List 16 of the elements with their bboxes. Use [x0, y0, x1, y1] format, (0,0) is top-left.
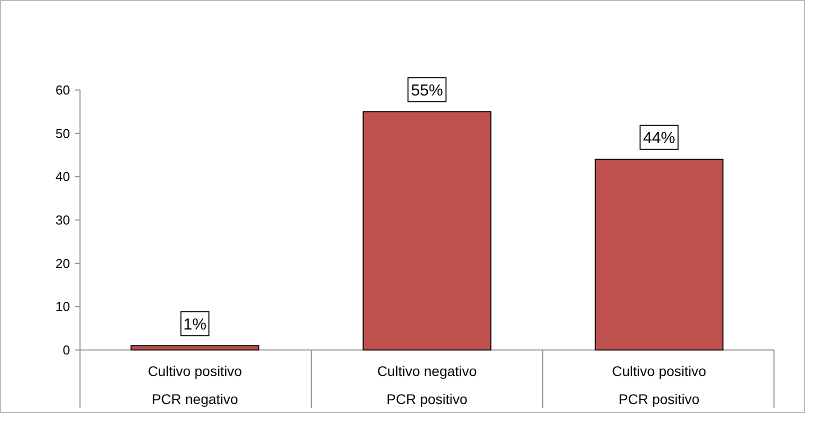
data-label: 44%: [643, 130, 676, 147]
y-tick-label: 10: [56, 299, 70, 314]
y-tick-label: 60: [56, 82, 70, 98]
y-tick-label: 30: [56, 212, 70, 228]
x-tick-label: Cultivo positivo PCR positivo: [612, 363, 706, 407]
bar: [362, 111, 492, 350]
y-tick-label: 0: [62, 342, 70, 358]
bar: [130, 345, 260, 350]
x-tick-label: Cultivo negativo PCR positivo: [377, 363, 478, 407]
y-tick-label: 50: [56, 126, 70, 141]
data-label: 1%: [183, 316, 206, 334]
y-tick-label: 20: [56, 256, 70, 271]
bar: [594, 158, 724, 350]
y-tick-label: 40: [56, 169, 70, 184]
data-label: 55%: [410, 82, 444, 100]
x-tick-label: Cultivo positivo PCR negativo: [148, 363, 242, 407]
